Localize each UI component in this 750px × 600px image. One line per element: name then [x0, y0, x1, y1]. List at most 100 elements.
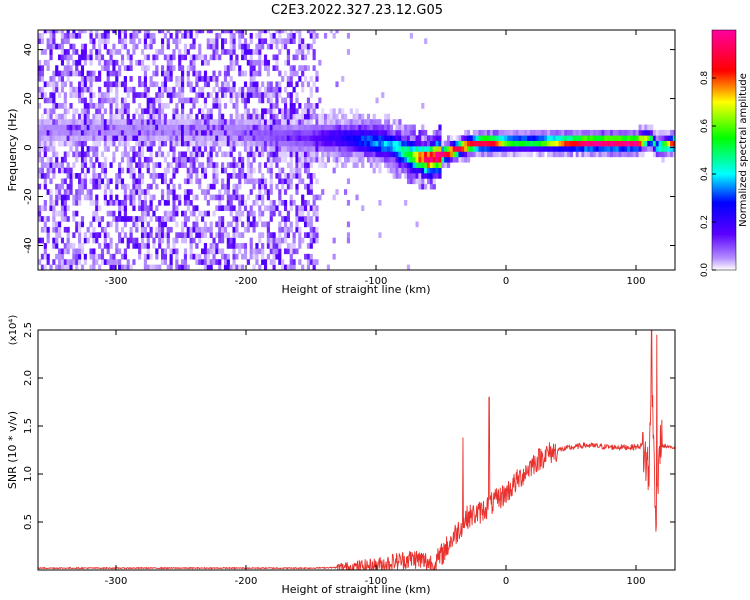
spectrogram-cell	[269, 167, 273, 174]
spectrogram-cell	[475, 140, 479, 147]
spectrogram-cell	[215, 129, 219, 136]
spectrogram-cell	[346, 140, 351, 147]
spectrogram-cell	[126, 135, 130, 141]
spectrogram-cell	[584, 151, 588, 158]
spectrogram-cell	[246, 97, 250, 104]
spectrogram-cell	[292, 38, 296, 45]
spectrogram-cell	[352, 113, 356, 120]
spectrogram-cell	[158, 86, 162, 93]
spectrogram-cell	[112, 30, 116, 34]
spectrogram-cell	[140, 232, 145, 238]
spectrogram-cell	[218, 189, 222, 195]
spectrogram-cell	[223, 226, 228, 233]
spectrogram-cell	[241, 113, 245, 120]
spectrogram-cell	[195, 146, 199, 152]
spectrogram-cell	[366, 129, 371, 136]
spectrogram-cell	[201, 167, 205, 174]
spectrogram-cell	[238, 194, 242, 201]
spectrogram-cell	[395, 129, 399, 136]
spectrogram-cell	[109, 237, 113, 244]
spectrogram-cell	[641, 151, 645, 158]
spectrogram-cell	[238, 183, 242, 190]
spectrogram-cell	[269, 108, 273, 115]
spectrogram-cell	[449, 135, 453, 141]
spectrogram-cell	[89, 38, 93, 45]
spectrogram-cell	[166, 43, 170, 50]
spectrogram-cell	[386, 156, 391, 163]
spectrogram-cell	[238, 248, 242, 255]
spectrogram-cell	[138, 189, 142, 195]
spectrogram-cell	[361, 119, 365, 125]
spectrogram-cell	[261, 243, 265, 249]
spectrogram-cell	[58, 113, 62, 120]
spectrogram-cell	[163, 156, 167, 163]
spectrogram-cell	[321, 135, 325, 141]
spectrogram-cell	[80, 243, 85, 249]
spectrogram-cell	[140, 140, 145, 147]
spectrogram-cell	[404, 135, 408, 141]
spectrogram-cell	[349, 151, 353, 158]
spectrogram-cell	[406, 178, 411, 185]
spectrogram-cell	[238, 140, 242, 147]
spectrogram-cell	[235, 97, 239, 104]
spectrogram-cell	[598, 140, 602, 147]
spectrogram-cell	[78, 135, 82, 141]
spectrogram-cell	[286, 146, 290, 152]
spectrogram-cell	[198, 43, 202, 50]
spectrogram-cell	[249, 146, 253, 152]
spectrogram-cell	[201, 76, 205, 82]
spectrogram-cell	[332, 119, 336, 125]
spectrogram-cell	[60, 237, 65, 244]
spectrogram-cell	[55, 43, 59, 50]
spectrogram-cell	[78, 151, 82, 158]
spectrogram-cell	[472, 135, 476, 141]
spectrogram-cell	[206, 43, 210, 50]
spectrogram-cell	[75, 253, 79, 260]
spectrogram-cell	[312, 156, 316, 163]
spectrogram-cell	[92, 183, 96, 190]
spectrogram-cell	[458, 135, 462, 141]
spectrogram-cell	[309, 113, 313, 120]
spectrogram-cell	[564, 140, 568, 147]
spectrogram-cell	[601, 129, 605, 136]
spectrogram-cell	[655, 135, 659, 141]
spectrogram-cell	[172, 65, 176, 71]
spectrogram-cell	[281, 259, 285, 265]
spectrogram-cell	[529, 129, 534, 136]
spectrogram-cell	[232, 253, 236, 260]
spectrogram-cell	[160, 70, 165, 77]
spectrogram-cell	[183, 135, 188, 141]
spectrogram-cell	[615, 151, 619, 158]
spectrogram-cell	[246, 156, 250, 163]
spectrogram-cell	[223, 259, 228, 265]
spectrogram-cell	[312, 30, 316, 34]
spectrogram-cell	[158, 232, 162, 238]
spectrogram-cell	[209, 92, 213, 98]
spectrogram-cell	[158, 102, 162, 109]
spectrogram-cell	[641, 146, 645, 152]
spectrogram-cell	[286, 108, 290, 115]
spectrogram-cell	[103, 237, 107, 244]
spectrogram-cell	[607, 151, 611, 158]
spectrogram-cell	[89, 221, 93, 228]
spectrogram-cell	[295, 92, 299, 98]
spectrogram-cell	[58, 70, 62, 77]
spectrogram-cell	[86, 108, 90, 115]
spectrogram-y-label: Frequency (Hz)	[6, 109, 19, 192]
spectrogram-cell	[555, 151, 559, 158]
spectrogram-cell	[238, 162, 242, 168]
spectrogram-cell	[166, 119, 170, 125]
spectrogram-cell	[246, 151, 250, 158]
spectrogram-cell	[160, 43, 165, 50]
spectrogram-cell	[329, 146, 333, 152]
spectrogram-cell	[89, 264, 93, 270]
spectrogram-cell	[206, 210, 210, 217]
spectrogram-cell	[40, 146, 45, 152]
spectrogram-cell	[283, 135, 288, 141]
spectrogram-cell	[78, 221, 82, 228]
spectrogram-cell	[355, 129, 359, 136]
spectrogram-cell	[189, 65, 193, 71]
spectrogram-cell	[195, 151, 199, 158]
spectrogram-cell	[138, 92, 142, 98]
spectrogram-cell	[249, 59, 253, 66]
